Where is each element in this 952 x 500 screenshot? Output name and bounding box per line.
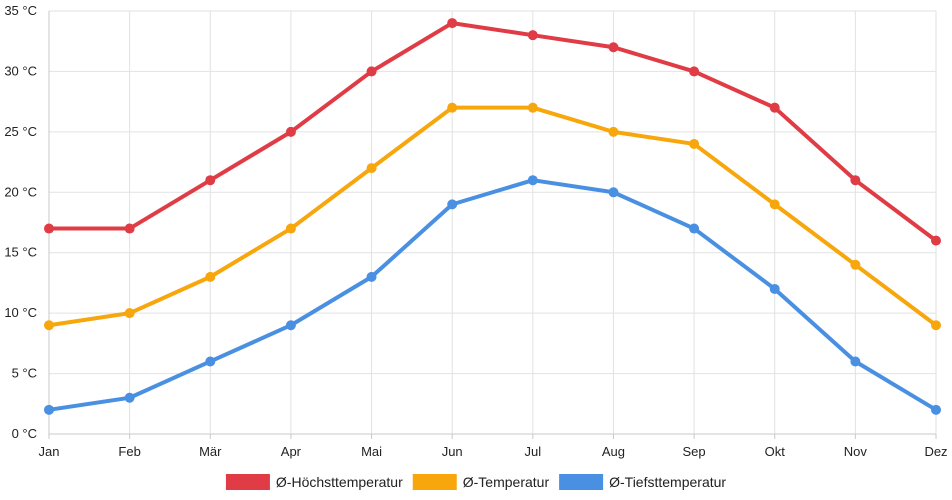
x-tick-label: Jul	[525, 444, 542, 459]
data-point[interactable]	[769, 102, 780, 113]
data-point[interactable]	[124, 223, 135, 234]
data-point[interactable]	[285, 320, 296, 331]
data-point[interactable]	[931, 235, 941, 246]
y-tick-label: 35 °C	[4, 3, 37, 18]
legend-swatch[interactable]	[225, 474, 270, 490]
y-tick-label: 0 °C	[12, 426, 37, 441]
data-point[interactable]	[44, 404, 54, 415]
y-tick-label: 20 °C	[4, 184, 37, 199]
data-point[interactable]	[850, 175, 861, 186]
series-line	[47, 105, 938, 328]
legend: Ø-Höchsttemperatur Ø-Temperatur Ø-Tiefstte…	[225, 474, 726, 490]
series-layer	[44, 18, 941, 415]
data-point[interactable]	[608, 187, 619, 198]
data-point[interactable]	[527, 30, 538, 41]
y-tick-label: 15 °C	[4, 245, 37, 260]
x-tick-label: Dez	[924, 444, 947, 459]
x-tick-label: Nov	[844, 444, 868, 459]
x-tick-label: Mär	[199, 444, 222, 459]
data-point[interactable]	[527, 175, 538, 186]
data-point[interactable]	[205, 175, 216, 186]
data-point[interactable]	[769, 199, 780, 210]
x-tick-label: Jan	[39, 444, 60, 459]
data-point[interactable]	[608, 126, 619, 137]
legend-label: Ø-Tiefsttemperatur	[609, 474, 726, 490]
x-tick-label: Mai	[361, 444, 382, 459]
legend-swatch[interactable]	[412, 474, 457, 490]
data-point[interactable]	[769, 283, 780, 294]
grid-layer	[48, 10, 937, 435]
x-tick-label: Feb	[118, 444, 140, 459]
data-point[interactable]	[850, 259, 861, 270]
series-line	[47, 178, 938, 412]
series-line	[47, 21, 938, 243]
legend-label: Ø-Temperatur	[463, 474, 550, 490]
data-point[interactable]	[205, 356, 216, 367]
data-point[interactable]	[44, 223, 54, 234]
series-0	[44, 18, 941, 246]
data-point[interactable]	[124, 308, 135, 319]
data-point[interactable]	[608, 42, 619, 53]
y-tick-label: 25 °C	[4, 124, 37, 139]
data-point[interactable]	[689, 66, 700, 77]
legend-label: Ø-Höchsttemperatur	[276, 474, 403, 490]
data-point[interactable]	[689, 138, 700, 149]
data-point[interactable]	[689, 223, 700, 234]
data-point[interactable]	[205, 271, 216, 282]
data-point[interactable]	[931, 404, 941, 415]
x-tick-label: Sep	[683, 444, 706, 459]
data-point[interactable]	[527, 102, 538, 113]
x-tick-label: Apr	[281, 444, 302, 459]
series-1	[44, 102, 941, 331]
data-point[interactable]	[850, 356, 861, 367]
x-tick-label: Okt	[765, 444, 786, 459]
data-point[interactable]	[366, 163, 377, 174]
x-tick-label: Jun	[442, 444, 463, 459]
data-point[interactable]	[447, 102, 458, 113]
data-point[interactable]	[931, 320, 941, 331]
data-point[interactable]	[366, 66, 377, 77]
data-point[interactable]	[447, 18, 458, 29]
y-tick-label: 5 °C	[12, 366, 37, 381]
series-2	[44, 175, 941, 415]
x-tick-label: Aug	[602, 444, 625, 459]
y-tick-label: 10 °C	[4, 305, 37, 320]
data-point[interactable]	[44, 320, 54, 331]
data-point[interactable]	[447, 199, 458, 210]
data-point[interactable]	[285, 126, 296, 137]
y-tick-label: 30 °C	[4, 63, 37, 78]
axis-layer: 0 °C 5 °C 10 °C 15 °C 20 °C 25 °C 30 °C 35 °C Ja…	[4, 3, 947, 459]
data-point[interactable]	[366, 271, 377, 282]
legend-swatch[interactable]	[559, 474, 604, 490]
data-point[interactable]	[285, 223, 296, 234]
data-point[interactable]	[124, 392, 135, 403]
